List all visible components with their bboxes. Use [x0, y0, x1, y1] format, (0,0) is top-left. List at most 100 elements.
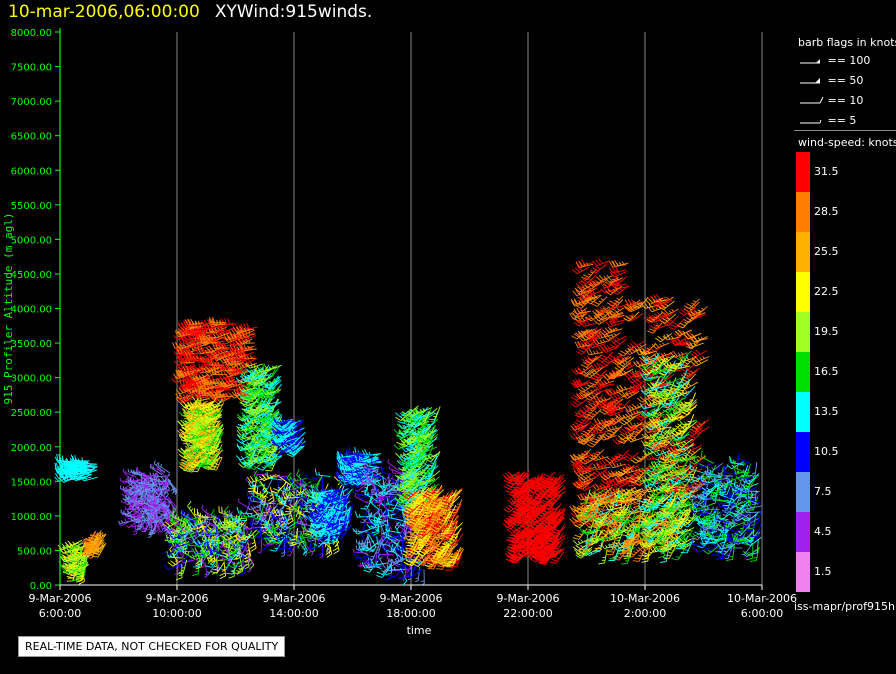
wind-barb — [617, 346, 635, 357]
wind-barb — [424, 531, 438, 545]
wind-barb — [650, 322, 669, 331]
wind-barb — [337, 495, 346, 512]
wind-barb — [546, 485, 562, 498]
wind-barb — [240, 400, 259, 408]
wind-barb — [642, 518, 656, 533]
wind-barb — [668, 435, 686, 442]
wind-barb — [395, 411, 412, 421]
wind-barb — [605, 478, 624, 487]
wind-barb — [82, 540, 97, 554]
flag-50-icon — [800, 78, 820, 84]
wind-barb — [696, 517, 714, 525]
wind-barb — [593, 382, 612, 390]
wind-barb — [180, 455, 198, 466]
wind-barb — [659, 313, 676, 324]
wind-barb — [656, 474, 675, 482]
wind-barb — [613, 545, 632, 553]
wind-barb — [608, 547, 620, 561]
wind-barb — [585, 508, 600, 521]
x-tick-time-label: 10:00:00 — [152, 607, 201, 620]
wind-barb — [305, 474, 323, 481]
wind-barb — [622, 470, 639, 482]
wind-barb — [203, 365, 221, 374]
wind-barb — [360, 511, 373, 524]
wind-barb — [575, 448, 592, 460]
wind-barb — [406, 553, 421, 566]
wind-barb — [225, 523, 241, 536]
wind-barb — [258, 473, 277, 482]
wind-barb — [423, 502, 437, 517]
wind-barb — [174, 330, 193, 338]
wind-barb — [527, 496, 543, 508]
wind-barb — [273, 529, 288, 541]
wind-barb — [517, 505, 535, 514]
wind-barb — [531, 545, 549, 555]
wind-barb — [422, 452, 441, 460]
wind-barb — [604, 404, 621, 416]
wind-barb — [608, 265, 627, 274]
flag-10-icon — [800, 96, 824, 104]
wind-barb — [573, 481, 591, 489]
wind-barb — [605, 285, 622, 296]
wind-barb — [676, 537, 695, 545]
x-tick-date-label: 9-Mar-2006 — [29, 592, 92, 605]
wind-barb — [645, 515, 664, 522]
wind-barb — [661, 497, 676, 511]
wind-barb — [600, 286, 618, 294]
wind-barb — [258, 421, 273, 434]
wind-barb — [411, 507, 425, 520]
wind-barb — [604, 424, 622, 432]
colorbar-swatch — [796, 392, 810, 432]
wind-barb — [595, 395, 613, 406]
wind-barb — [580, 338, 597, 350]
wind-barb — [624, 540, 632, 557]
wind-barb — [427, 556, 441, 570]
wind-barb — [412, 502, 427, 516]
wind-barb — [278, 481, 295, 493]
wind-barb — [140, 480, 156, 486]
wind-barb — [679, 356, 697, 367]
wind-barb — [681, 487, 699, 496]
wind-barb — [729, 537, 747, 544]
wind-barb — [658, 451, 674, 464]
wind-barb — [417, 453, 432, 467]
wind-barb — [188, 453, 207, 460]
wind-barb — [624, 348, 643, 355]
wind-barb — [253, 366, 272, 373]
wind-barb — [68, 554, 86, 564]
wind-barb — [234, 343, 252, 351]
wind-barb — [396, 435, 413, 446]
wind-barb — [73, 563, 87, 577]
wind-barb — [542, 521, 560, 531]
wind-barb — [278, 470, 293, 482]
wind-barb — [575, 298, 592, 309]
wind-barb — [131, 484, 145, 496]
wind-barb — [528, 485, 546, 494]
wind-barb — [609, 260, 627, 268]
wind-barb — [240, 425, 259, 432]
wind-barb — [300, 485, 314, 499]
wind-barb — [615, 466, 632, 477]
wind-barb — [577, 433, 594, 445]
wind-barb — [612, 282, 630, 290]
wind-barb — [401, 476, 418, 488]
wind-barb — [187, 435, 205, 445]
wind-barb — [275, 493, 286, 510]
flag-50-label: == 50 — [827, 74, 864, 87]
wind-barb — [206, 389, 225, 398]
wind-barb — [198, 355, 217, 364]
wind-barb — [437, 552, 454, 565]
wind-barb — [633, 296, 649, 309]
wind-barb — [181, 558, 197, 564]
wind-barb — [127, 479, 139, 492]
wind-barb — [537, 553, 553, 565]
wind-barb — [379, 526, 383, 543]
wind-barb — [329, 497, 347, 506]
wind-barb — [549, 479, 566, 490]
wind-barb — [674, 482, 689, 496]
wind-barb — [206, 336, 225, 343]
wind-barb — [627, 340, 645, 350]
wind-barb — [207, 382, 225, 390]
wind-barb — [528, 530, 545, 542]
wind-barb — [189, 421, 203, 435]
